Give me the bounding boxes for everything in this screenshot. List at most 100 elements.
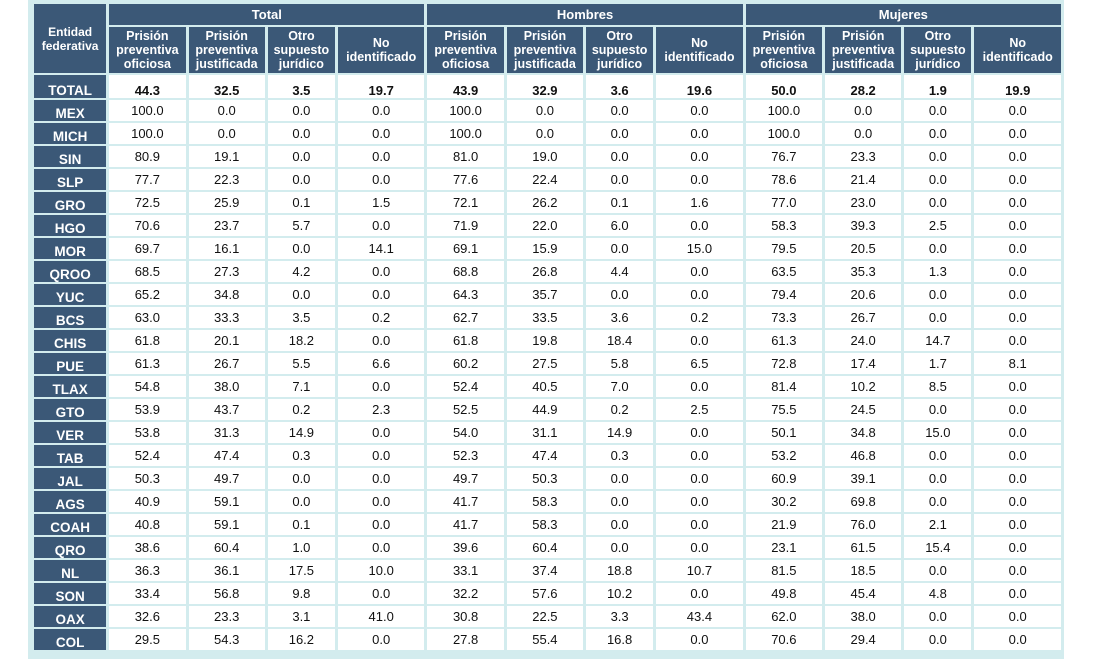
- state-label: VER: [34, 422, 107, 443]
- table-row: VER 53.8 31.3 14.9 0.0 54.0 31.1 14.9 0.0 50.1 34.…: [34, 422, 1061, 443]
- table-row: TAB 52.4 47.4 0.3 0.0 52.3 47.4 0.3 0.0 53.2 46.8 0…: [34, 445, 1061, 466]
- value-cell: 32.5: [188, 75, 265, 98]
- value-cell: 60.4: [188, 537, 265, 558]
- value-cell: 79.5: [745, 238, 822, 259]
- value-cell: 38.6: [109, 537, 186, 558]
- value-cell: 15.0: [656, 238, 743, 259]
- state-label: TOTAL: [34, 75, 107, 98]
- value-cell: 0.0: [904, 445, 972, 466]
- value-cell: 63.0: [109, 307, 186, 328]
- value-cell: 0.0: [586, 169, 654, 190]
- table-row: AGS 40.9 59.1 0.0 0.0 41.7 58.3 0.0 0.0 30.2 69.8 0…: [34, 491, 1061, 512]
- value-cell: 0.0: [974, 514, 1061, 535]
- value-cell: 8.1: [974, 353, 1061, 374]
- value-cell: 0.0: [267, 123, 335, 144]
- value-cell: 0.0: [337, 100, 425, 121]
- value-cell: 69.8: [825, 491, 902, 512]
- value-cell: 0.0: [506, 100, 584, 121]
- value-cell: 5.8: [586, 353, 654, 374]
- table-row: TLAX 54.8 38.0 7.1 0.0 52.4 40.5 7.0 0.0 81.4 10.2…: [34, 376, 1061, 397]
- value-cell: 30.8: [427, 606, 504, 627]
- table-row: YUC 65.2 34.8 0.0 0.0 64.3 35.7 0.0 0.0 79.4 20.6 0…: [34, 284, 1061, 305]
- state-label: MOR: [34, 238, 107, 259]
- value-cell: 0.0: [825, 123, 902, 144]
- subheader-otro: Otro supuesto jurídico: [586, 27, 654, 73]
- table-row: CHIS 61.8 20.1 18.2 0.0 61.8 19.8 18.4 0.0 61.3 24…: [34, 330, 1061, 351]
- value-cell: 80.9: [109, 146, 186, 167]
- state-label: SON: [34, 583, 107, 604]
- table-row: MOR 69.7 16.1 0.0 14.1 69.1 15.9 0.0 15.0 79.5 20.…: [34, 238, 1061, 259]
- value-cell: 61.5: [825, 537, 902, 558]
- value-cell: 43.9: [427, 75, 504, 98]
- value-cell: 49.8: [745, 583, 822, 604]
- value-cell: 14.7: [904, 330, 972, 351]
- state-label: MEX: [34, 100, 107, 121]
- value-cell: 5.5: [267, 353, 335, 374]
- value-cell: 16.8: [586, 629, 654, 650]
- value-cell: 24.5: [825, 399, 902, 420]
- value-cell: 3.6: [586, 75, 654, 98]
- value-cell: 0.0: [904, 491, 972, 512]
- value-cell: 53.2: [745, 445, 822, 466]
- value-cell: 31.3: [188, 422, 265, 443]
- value-cell: 0.0: [337, 629, 425, 650]
- value-cell: 16.1: [188, 238, 265, 259]
- value-cell: 0.0: [337, 537, 425, 558]
- table-row: HGO 70.6 23.7 5.7 0.0 71.9 22.0 6.0 0.0 58.3 39.3 2…: [34, 215, 1061, 236]
- value-cell: 0.1: [267, 192, 335, 213]
- value-cell: 0.0: [974, 468, 1061, 489]
- value-cell: 0.0: [656, 146, 743, 167]
- value-cell: 0.0: [656, 376, 743, 397]
- value-cell: 0.0: [904, 169, 972, 190]
- value-cell: 0.0: [974, 215, 1061, 236]
- value-cell: 19.0: [506, 146, 584, 167]
- value-cell: 0.0: [904, 146, 972, 167]
- value-cell: 0.0: [656, 169, 743, 190]
- value-cell: 1.7: [904, 353, 972, 374]
- value-cell: 0.3: [586, 445, 654, 466]
- value-cell: 0.0: [974, 537, 1061, 558]
- value-cell: 34.8: [825, 422, 902, 443]
- value-cell: 33.5: [506, 307, 584, 328]
- value-cell: 72.5: [109, 192, 186, 213]
- value-cell: 0.0: [586, 100, 654, 121]
- value-cell: 10.0: [337, 560, 425, 581]
- value-cell: 0.0: [337, 284, 425, 305]
- value-cell: 27.3: [188, 261, 265, 282]
- table-row: COAH 40.8 59.1 0.1 0.0 41.7 58.3 0.0 0.0 21.9 76.0…: [34, 514, 1061, 535]
- entity-header: Entidad federativa: [34, 4, 107, 73]
- value-cell: 0.0: [188, 100, 265, 121]
- value-cell: 0.0: [974, 123, 1061, 144]
- value-cell: 0.0: [974, 100, 1061, 121]
- table-row: NL 36.3 36.1 17.5 10.0 33.1 37.4 18.8 10.7 81.5 18…: [34, 560, 1061, 581]
- value-cell: 5.7: [267, 215, 335, 236]
- value-cell: 41.7: [427, 514, 504, 535]
- value-cell: 18.8: [586, 560, 654, 581]
- value-cell: 53.9: [109, 399, 186, 420]
- value-cell: 0.0: [656, 514, 743, 535]
- value-cell: 50.0: [745, 75, 822, 98]
- value-cell: 33.4: [109, 583, 186, 604]
- value-cell: 0.0: [974, 330, 1061, 351]
- value-cell: 0.0: [974, 560, 1061, 581]
- state-label: COL: [34, 629, 107, 650]
- value-cell: 1.9: [904, 75, 972, 98]
- state-label: SIN: [34, 146, 107, 167]
- value-cell: 0.0: [974, 284, 1061, 305]
- state-label: HGO: [34, 215, 107, 236]
- value-cell: 0.0: [974, 491, 1061, 512]
- table-row: SON 33.4 56.8 9.8 0.0 32.2 57.6 10.2 0.0 49.8 45.4…: [34, 583, 1061, 604]
- value-cell: 0.0: [974, 146, 1061, 167]
- value-cell: 0.0: [656, 468, 743, 489]
- value-cell: 23.0: [825, 192, 902, 213]
- subheader-no-identificado: No identificado: [974, 27, 1061, 73]
- value-cell: 15.0: [904, 422, 972, 443]
- value-cell: 0.0: [267, 284, 335, 305]
- value-cell: 0.0: [267, 146, 335, 167]
- value-cell: 70.6: [745, 629, 822, 650]
- subheader-otro: Otro supuesto jurídico: [904, 27, 972, 73]
- value-cell: 61.8: [427, 330, 504, 351]
- value-cell: 38.0: [825, 606, 902, 627]
- state-label: OAX: [34, 606, 107, 627]
- value-cell: 73.3: [745, 307, 822, 328]
